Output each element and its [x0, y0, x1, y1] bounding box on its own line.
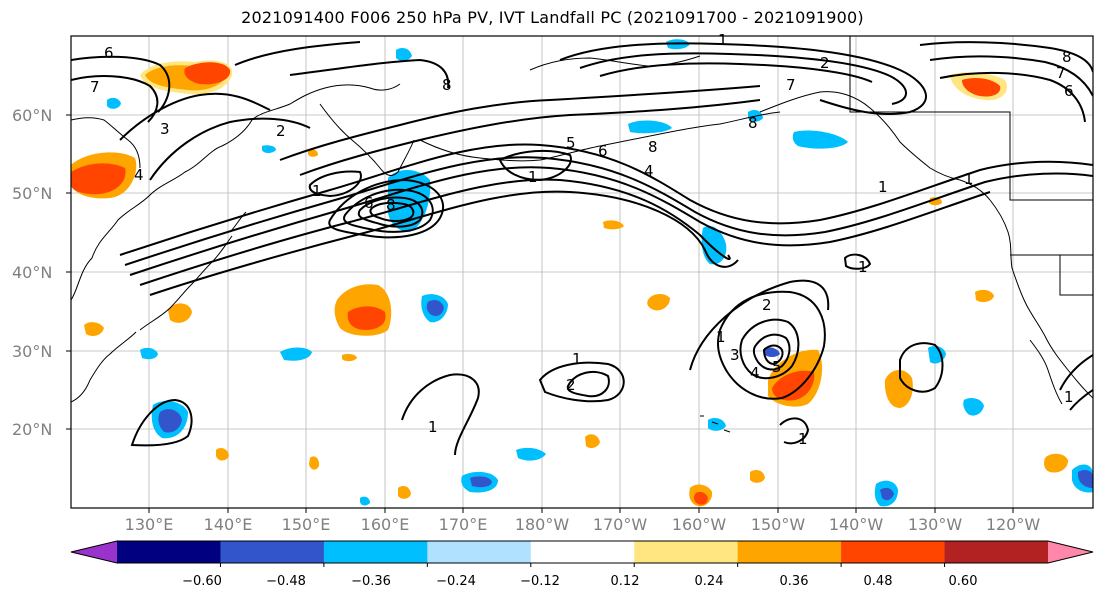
contour-label: 1 — [964, 170, 974, 188]
contour-label: 1 — [858, 258, 868, 276]
lon-label: 150°W — [751, 515, 806, 534]
lon-label: 180°W — [515, 515, 570, 534]
colorbar-segment — [323, 541, 428, 563]
contour-label: 4 — [134, 166, 144, 184]
contour-label: 3 — [160, 120, 170, 138]
colorbar-labels: −0.60 −0.48 −0.36 −0.24 −0.12 0.12 0.24 … — [182, 574, 977, 589]
contour-label: 2 — [762, 296, 772, 314]
lon-label: 160°W — [672, 515, 727, 534]
lon-label: 140°W — [829, 515, 884, 534]
lat-label: 60°N — [12, 106, 52, 125]
lon-label: 170°E — [439, 515, 488, 534]
contour-label: 4 — [750, 364, 760, 382]
colorbar-outline — [70, 540, 1094, 564]
contour-label: 1 — [572, 350, 582, 368]
contour-label: 1 — [528, 168, 538, 186]
colorbar-extend-low — [71, 541, 117, 563]
colorbar-segment — [427, 541, 532, 563]
contour-label: 1 — [716, 328, 726, 346]
contour-label: 2 — [820, 54, 830, 72]
lon-label: 130°E — [125, 515, 174, 534]
contour-label: 7 — [1056, 64, 1066, 82]
colorbar-tick-label: −0.48 — [266, 574, 306, 589]
contour-label: 1 — [798, 430, 808, 448]
colorbar-segment — [944, 541, 1049, 563]
colorbar-tick-label: 0.24 — [695, 574, 724, 589]
shaded-pc-field — [71, 39, 1093, 507]
colorbar-extend-high — [1048, 541, 1093, 563]
lon-label: 130°W — [908, 515, 963, 534]
colorbar-segment — [530, 541, 635, 563]
colorbar-tick-label: −0.24 — [436, 574, 476, 589]
lon-label: 150°E — [282, 515, 331, 534]
lat-label: 30°N — [12, 342, 52, 361]
contour-label: 7 — [90, 78, 100, 96]
contour-label: 2 — [276, 122, 286, 140]
contour-label: 6 — [1064, 82, 1074, 100]
lon-label: 140°E — [204, 515, 253, 534]
lon-label: 120°W — [986, 515, 1041, 534]
contour-label: 6 — [104, 44, 114, 62]
contour-label-group: 1 2 7 6 7 3 2 8 4 1 6 8 5 6 8 4 1 8 1 1 … — [90, 31, 1074, 448]
lon-labels: 130°E 140°E 150°E 160°E 170°E 180°W 170°… — [125, 515, 1041, 534]
lat-label: 20°N — [12, 420, 52, 439]
contour-label: 8 — [648, 138, 658, 156]
contour-label: 8 — [1062, 48, 1072, 66]
axis-ticks — [66, 114, 1014, 513]
contour-label: 5 — [772, 358, 782, 376]
contour-label: 3 — [730, 346, 740, 364]
lat-label: 50°N — [12, 184, 52, 203]
colorbar-tick-label: 0.48 — [864, 574, 893, 589]
colorbar-tick-label: 0.12 — [611, 574, 640, 589]
coastlines — [71, 36, 1093, 433]
colorbar-segment — [220, 541, 325, 563]
colorbar-tick-label: −0.60 — [182, 574, 222, 589]
lon-label: 170°W — [593, 515, 648, 534]
contour-label: 1 — [428, 418, 438, 436]
contour-label: 8 — [748, 114, 758, 132]
colorbar-segment — [634, 541, 739, 563]
colorbar-segment — [117, 541, 221, 563]
map-title: 2021091400 F006 250 hPa PV, IVT Landfall… — [241, 8, 864, 27]
lat-label: 40°N — [12, 263, 52, 282]
contour-label: 2 — [566, 376, 576, 394]
contour-label: 6 — [598, 142, 608, 160]
contour-label: 5 — [566, 134, 576, 152]
contour-label: 1 — [1064, 388, 1074, 406]
contour-label: 4 — [644, 162, 654, 180]
pv-contours — [71, 41, 1093, 456]
colorbar — [70, 540, 1094, 567]
lat-labels: 60°N 50°N 40°N 30°N 20°N — [12, 106, 52, 439]
colorbar-tick-label: 0.60 — [949, 574, 978, 589]
contour-label: 7 — [786, 76, 796, 94]
colorbar-tick-label: 0.36 — [780, 574, 809, 589]
contour-label: 8 — [442, 76, 452, 94]
colorbar-tick-label: −0.12 — [520, 574, 560, 589]
colorbar-segment — [737, 541, 842, 563]
lon-label: 160°E — [361, 515, 410, 534]
contour-label: 1 — [878, 178, 888, 196]
colorbar-segment — [841, 541, 946, 563]
contour-label: 1 — [312, 182, 322, 200]
contour-label: 8 — [386, 196, 396, 214]
colorbar-tick-label: −0.36 — [351, 574, 391, 589]
contour-label: 1 — [718, 31, 728, 49]
contour-label: 6 — [364, 194, 374, 212]
